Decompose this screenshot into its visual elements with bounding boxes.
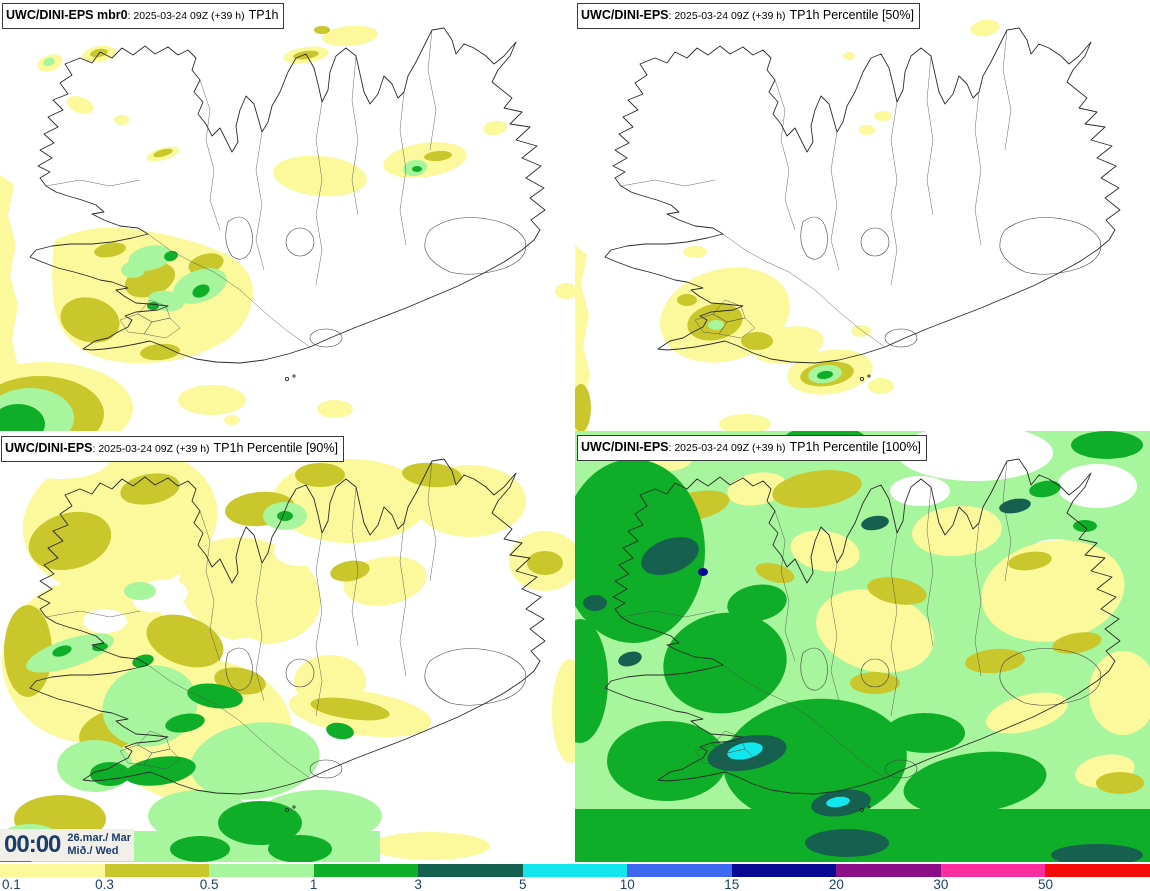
precip-layer-mbr0 — [0, 25, 575, 431]
colorbar-segment — [522, 864, 628, 877]
panel-model: UWC/DINI-EPS mbr0 — [6, 8, 128, 22]
panel-title: UWC/DINI-EPS: 2025-03-24 09Z (+39 h) TP1h… — [1, 436, 344, 462]
panel-title: UWC/DINI-EPS: 2025-03-24 09Z (+39 h) TP1h… — [577, 435, 927, 461]
colorbar-segment — [418, 864, 523, 877]
colorbar-segment — [731, 864, 837, 877]
panel-grid: UWC/DINI-EPS mbr0: 2025-03-24 09Z (+39 h… — [0, 0, 1150, 862]
panel-param: TP1h Percentile [50%] — [789, 8, 914, 22]
colorbar-labels: 0.1 0.3 0.5 1 3 5 10 15 20 30 50 — [0, 877, 1150, 891]
map-p90 — [0, 439, 575, 862]
precip-layer-p100 — [575, 431, 1150, 862]
colorbar-segment — [209, 864, 314, 877]
colorbar: 0.1 0.3 0.5 1 3 5 10 15 20 30 50 — [0, 862, 1150, 891]
panel-p90: UWC/DINI-EPS: 2025-03-24 09Z (+39 h) TP1h… — [0, 431, 575, 862]
clock-weekday: Mið./ Wed — [67, 845, 119, 857]
panel-param: TP1h Percentile [100%] — [789, 440, 921, 454]
colorbar-label: 5 — [518, 877, 527, 891]
precip-layer-p90 — [0, 439, 575, 862]
colorbar-segment — [940, 864, 1046, 877]
colorbar-segment — [104, 864, 210, 877]
colorbar-label: 30 — [933, 877, 949, 891]
colorbar-label: 0.5 — [199, 877, 219, 891]
panel-p50: UWC/DINI-EPS: 2025-03-24 09Z (+39 h) TP1h… — [575, 0, 1150, 431]
colorbar-segment — [313, 864, 419, 877]
colorbar-label: 10 — [619, 877, 635, 891]
panel-title: UWC/DINI-EPS: 2025-03-24 09Z (+39 h) TP1h… — [577, 3, 920, 29]
panel-model: UWC/DINI-EPS — [581, 440, 669, 454]
colorbar-segment — [836, 864, 941, 877]
colorbar-segment — [1045, 864, 1150, 877]
panel-title: UWC/DINI-EPS mbr0: 2025-03-24 09Z (+39 h… — [2, 3, 285, 29]
panel-param: TP1h — [248, 8, 279, 22]
panel-model: UWC/DINI-EPS — [581, 8, 669, 22]
panel-mbr0: UWC/DINI-EPS mbr0: 2025-03-24 09Z (+39 h… — [0, 0, 575, 431]
panel-param: TP1h Percentile [90%] — [213, 441, 338, 455]
colorbar-label: 0.1 — [2, 877, 21, 891]
colorbar-label: 20 — [828, 877, 844, 891]
panel-run: : 2025-03-24 09Z (+39 h) — [92, 443, 210, 455]
map-mbr0 — [0, 25, 575, 431]
colorbar-label: 1 — [309, 877, 318, 891]
panel-p100: UWC/DINI-EPS: 2025-03-24 09Z (+39 h) TP1h… — [575, 431, 1150, 862]
clock-time: 00:00 — [4, 831, 61, 858]
colorbar-label: 3 — [414, 877, 422, 891]
colorbar-segment — [0, 864, 105, 877]
colorbar-label: 0.3 — [95, 877, 114, 891]
precip-layer-p50 — [575, 19, 1000, 431]
colorbar-label: 15 — [724, 877, 740, 891]
panel-run: : 2025-03-24 09Z (+39 h) — [668, 442, 786, 454]
clock-box: 00:00 26.mar./ Mar Mið./ Wed — [0, 829, 134, 861]
colorbar-segment — [627, 864, 732, 877]
panel-run: : 2025-03-24 09Z (+39 h) — [668, 10, 786, 22]
colorbar-bar — [0, 864, 1150, 877]
clock-date-column: 26.mar./ Mar Mið./ Wed — [67, 832, 131, 858]
colorbar-label: 50 — [1037, 877, 1053, 891]
panel-model: UWC/DINI-EPS — [5, 441, 93, 455]
clock-date: 26.mar./ Mar — [67, 831, 131, 844]
map-p100 — [575, 431, 1150, 862]
panel-run: : 2025-03-24 09Z (+39 h) — [127, 10, 245, 22]
map-p50 — [575, 19, 1121, 431]
